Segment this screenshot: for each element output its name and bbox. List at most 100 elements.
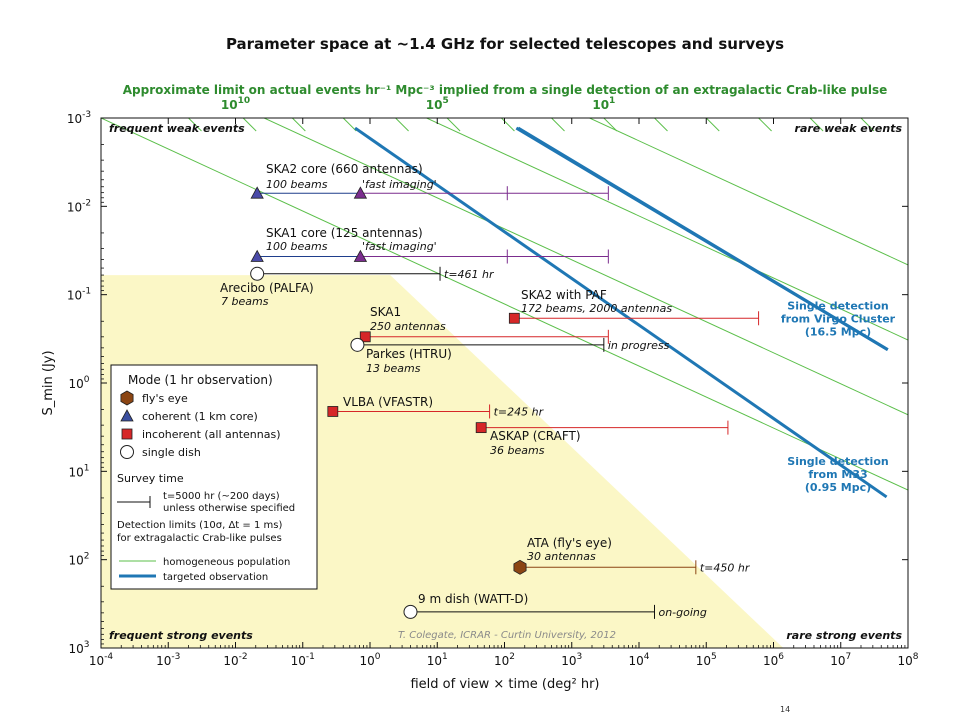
top-hatch-mark bbox=[395, 118, 409, 132]
top-hatch-mark bbox=[188, 118, 202, 132]
top-hatch-mark bbox=[551, 118, 565, 132]
telescope-name: VLBA (VFASTR) bbox=[343, 395, 433, 409]
region-label-line: from Virgo Cluster bbox=[781, 312, 896, 325]
telescope-detail: 250 antennas bbox=[370, 320, 446, 333]
telescope-detail: 36 beams bbox=[490, 444, 545, 457]
legend-mode-marker bbox=[120, 445, 134, 459]
x-tick-label: 10-4 bbox=[89, 652, 114, 668]
top-tick-label: 1010 bbox=[221, 96, 250, 112]
targeted-line bbox=[354, 126, 888, 499]
legend-line-label: targeted observation bbox=[163, 572, 268, 583]
telescope-detail: 100 beams bbox=[266, 178, 328, 191]
telescope-marker bbox=[350, 337, 365, 352]
telescope-marker bbox=[508, 312, 520, 324]
telescope-marker bbox=[327, 406, 339, 417]
telescope-marker bbox=[513, 559, 527, 575]
telescope-marker bbox=[250, 249, 264, 262]
y-tick-label: 10-1 bbox=[67, 287, 91, 303]
telescope-name: ASKAP (CRAFT) bbox=[490, 429, 581, 443]
region-label-line: from M33 bbox=[808, 468, 867, 481]
legend-mode-label: single dish bbox=[142, 446, 201, 459]
telescope-marker bbox=[475, 422, 487, 434]
y-tick-label: 103 bbox=[68, 640, 89, 656]
top-hatch-mark bbox=[291, 118, 306, 132]
legend-mode-marker bbox=[121, 428, 133, 440]
telescope-marker bbox=[250, 266, 265, 281]
top-hatch-marks bbox=[188, 118, 908, 132]
telescope-detail: 'fast imaging' bbox=[362, 240, 437, 253]
telescope-marker bbox=[353, 249, 368, 262]
top-hatch-mark bbox=[907, 118, 908, 119]
top-axis-ticks: 1010 105 101 bbox=[221, 96, 615, 112]
x-axis-ticks: 10-4 10-3 10-2 10-1 100 101 102 103 104 105 106 107… bbox=[89, 118, 919, 668]
region-label-line: (0.95 Mpc) bbox=[805, 481, 871, 494]
y-axis-ticks: 10-3 10-2 10-1 100 101 102 103 bbox=[67, 110, 908, 656]
legend-survey-time-line-1: t=5000 hr (~200 days) bbox=[163, 491, 280, 502]
legend-mode-marker bbox=[120, 409, 134, 422]
x-tick-label: 102 bbox=[494, 652, 515, 668]
legend-survey-time-title: Survey time bbox=[117, 472, 184, 485]
legend-mode-marker bbox=[120, 390, 134, 406]
y-tick-label: 102 bbox=[68, 552, 89, 568]
corner-label-top-right: rare weak events bbox=[795, 122, 903, 135]
legend-modes: fly's eye coherent (1 km core) incoherent … bbox=[120, 390, 281, 459]
region-label-line: (16.5 Mpc) bbox=[805, 325, 871, 338]
top-hatch-mark bbox=[242, 118, 257, 132]
top-hatch-mark bbox=[603, 118, 618, 132]
y-tick-label: 10-2 bbox=[67, 198, 91, 214]
x-tick-label: 104 bbox=[628, 652, 649, 668]
region-label-line: Single detection bbox=[787, 299, 888, 312]
y-tick-label: 101 bbox=[68, 463, 89, 479]
legend-mode-label: incoherent (all antennas) bbox=[142, 428, 281, 441]
x-axis-label: field of view × time (deg² hr) bbox=[410, 677, 599, 692]
x-tick-label: 101 bbox=[427, 652, 448, 668]
legend-line-types: homogeneous population targeted observati… bbox=[119, 557, 290, 583]
top-hatch-mark bbox=[654, 118, 668, 132]
x-tick-label: 10-3 bbox=[156, 652, 180, 668]
region-label-line: Single detection bbox=[787, 455, 888, 468]
corner-label-bottom-left: frequent strong events bbox=[109, 629, 253, 642]
telescope-marker bbox=[250, 186, 264, 199]
telescope-name: ATA (fly's eye) bbox=[527, 536, 612, 550]
y-axis-label: S_min (Jy) bbox=[41, 350, 56, 415]
telescope-marker bbox=[353, 186, 368, 199]
targeted-line bbox=[517, 126, 889, 352]
y-tick-label: 100 bbox=[68, 375, 89, 391]
credit-text: T. Colegate, ICRAR - Curtin University, … bbox=[398, 630, 616, 641]
legend-box bbox=[110, 364, 318, 590]
x-tick-label: 105 bbox=[696, 652, 717, 668]
homogeneous-line bbox=[101, 118, 908, 491]
top-hatch-mark bbox=[860, 118, 875, 132]
top-hatch-mark bbox=[758, 118, 772, 132]
homogeneous-line bbox=[262, 118, 908, 416]
top-hatch-mark bbox=[501, 118, 515, 132]
survey-note: t=450 hr bbox=[700, 561, 751, 574]
telescope-name: SKA1 bbox=[370, 305, 401, 319]
survey-bars bbox=[257, 186, 760, 619]
homogeneous-line bbox=[588, 118, 908, 266]
x-tick-label: 103 bbox=[561, 652, 582, 668]
survey-note: in progress bbox=[608, 339, 670, 352]
top-hatch-mark bbox=[342, 118, 357, 132]
telescope-name: SKA2 with PAF bbox=[521, 288, 607, 302]
telescope-name: 9 m dish (WATT-D) bbox=[418, 592, 528, 606]
telescope-name: SKA2 core (660 antennas) bbox=[266, 162, 423, 176]
telescope-markers bbox=[250, 186, 527, 619]
telescope-detail: 100 beams bbox=[266, 240, 328, 253]
survey-note: t=245 hr bbox=[494, 405, 545, 418]
legend-survey-time-line-2: unless otherwise specified bbox=[163, 503, 295, 514]
telescope-labels: t=461 hr in progress t=245 hr t=450 hr on-go… bbox=[220, 162, 751, 619]
targeted-lines bbox=[354, 126, 889, 499]
survey-note: on-going bbox=[658, 606, 706, 619]
corner-label-bottom-right: rare strong events bbox=[786, 629, 902, 642]
telescope-detail: 172 beams, 2000 antennas bbox=[521, 302, 672, 315]
legend-detection-title-2: for extragalactic Crab-like pulses bbox=[117, 533, 282, 544]
top-tick-label: 105 bbox=[426, 96, 449, 112]
legend-mode-label: fly's eye bbox=[142, 392, 188, 405]
telescope-detail: 30 antennas bbox=[527, 550, 596, 563]
top-hatch-mark bbox=[446, 118, 461, 132]
telescope-detail: 13 beams bbox=[366, 362, 421, 375]
top-hatch-mark bbox=[809, 118, 824, 132]
